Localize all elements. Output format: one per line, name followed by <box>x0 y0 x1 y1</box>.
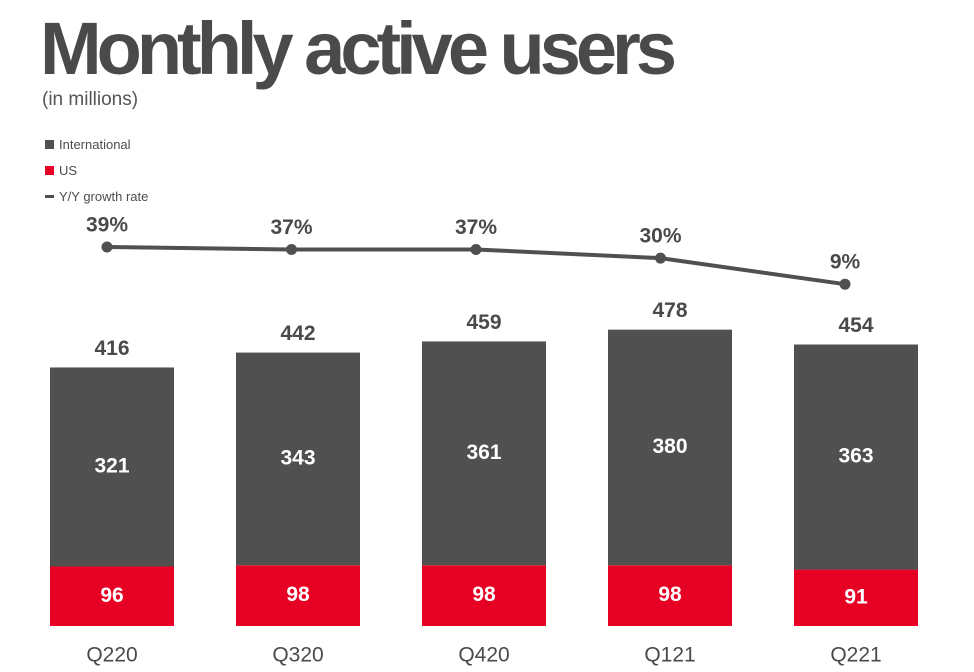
labels-group: 96 321 416 Q220 98 343 442 Q320 98 361 459 Q420 98 38… <box>86 214 882 667</box>
data-label-international-q320: 343 <box>280 446 315 469</box>
growth-point-q221 <box>839 278 851 290</box>
data-label-us-q320: 98 <box>286 583 310 606</box>
data-label-international-q220: 321 <box>94 455 129 478</box>
x-tick-label-q221: Q221 <box>830 644 881 667</box>
bar-international-q121 <box>608 329 732 566</box>
growth-line-group <box>101 241 851 290</box>
legend-item-us: US <box>45 157 148 183</box>
total-label-q220: 416 <box>94 337 129 360</box>
total-label-q320: 442 <box>280 322 315 345</box>
chart-title: Monthly active users <box>40 7 677 90</box>
data-label-international-q221: 363 <box>838 445 873 468</box>
chart-subtitle: (in millions) <box>42 89 139 110</box>
growth-label-q220: 39% <box>86 214 128 237</box>
growth-label-q121: 30% <box>639 225 681 248</box>
data-label-us-q221: 91 <box>844 585 868 608</box>
growth-label-q221: 9% <box>830 251 861 274</box>
legend-label-us: US <box>59 162 78 178</box>
legend-swatch-growth-rate <box>45 194 54 198</box>
bar-international-q320 <box>236 352 360 566</box>
bar-international-q420 <box>422 341 546 566</box>
data-label-us-q121: 98 <box>658 583 682 606</box>
total-label-q420: 459 <box>466 311 501 334</box>
growth-point-q220 <box>101 241 113 253</box>
bar-international-q220 <box>50 367 174 567</box>
total-label-q121: 478 <box>652 299 687 322</box>
legend-label-growth-rate: Y/Y growth rate <box>59 188 149 204</box>
data-label-us-q420: 98 <box>472 583 496 606</box>
bars-group <box>50 329 918 626</box>
x-tick-label-q420: Q420 <box>458 644 509 667</box>
x-tick-label-q220: Q220 <box>86 644 137 667</box>
data-label-international-q121: 380 <box>652 435 687 458</box>
x-tick-label-q320: Q320 <box>272 644 323 667</box>
legend-item-international: International <box>45 131 148 157</box>
total-label-q221: 454 <box>838 314 873 337</box>
legend-swatch-international <box>45 139 54 149</box>
growth-point-q121 <box>655 252 666 264</box>
legend-item-growth-rate: Y/Y growth rate <box>45 183 148 209</box>
legend-label-international: International <box>59 136 131 152</box>
bar-international-q221 <box>794 344 918 570</box>
growth-point-q320 <box>286 243 297 255</box>
growth-label-q420: 37% <box>455 216 497 239</box>
bar-us-q220 <box>50 566 174 626</box>
legend-swatch-us <box>45 165 54 175</box>
bar-us-q420 <box>422 565 546 626</box>
bar-us-q121 <box>608 565 732 626</box>
growth-point-q420 <box>470 243 482 255</box>
legend: International US Y/Y growth rate <box>45 131 148 209</box>
data-label-international-q420: 361 <box>466 441 501 464</box>
data-label-us-q220: 96 <box>100 584 123 607</box>
bar-us-q221 <box>794 569 918 626</box>
bar-us-q320 <box>236 565 360 626</box>
growth-label-q320: 37% <box>270 216 312 239</box>
x-tick-label-q121: Q121 <box>644 644 695 667</box>
